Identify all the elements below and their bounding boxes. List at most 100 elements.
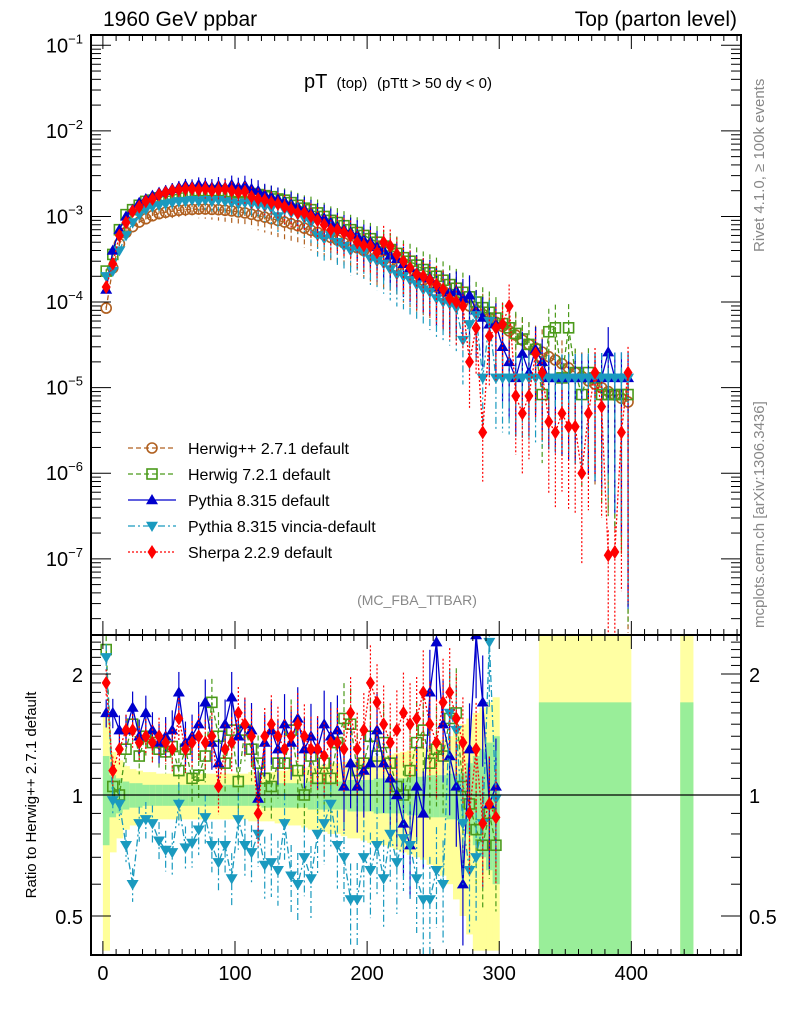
legend-marker: [146, 521, 158, 532]
tick-base: 10: [46, 292, 68, 314]
data-point: [577, 466, 587, 481]
data-point: [524, 388, 534, 403]
data-point: [240, 184, 250, 199]
data-point: [463, 289, 476, 300]
tick-exponent: −1: [68, 31, 83, 46]
ratio-data-point: [357, 853, 370, 864]
ratio-data-point: [232, 815, 245, 826]
band-inner: [102, 756, 110, 846]
ratio-data-point: [318, 819, 331, 830]
ratio-data-point: [233, 705, 243, 720]
ratio-data-point: [192, 825, 205, 836]
data-point: [106, 266, 119, 278]
ratio-data-point: [371, 841, 384, 852]
ratio-data-point: [173, 764, 185, 777]
data-point: [200, 181, 210, 196]
ratio-data-point: [337, 853, 350, 864]
ratio-data-point: [114, 742, 124, 757]
main-y-tick-label: 10−2: [46, 117, 83, 143]
ratio-data-point: [285, 871, 298, 882]
ratio-data-point: [121, 723, 131, 738]
tick-exponent: −4: [68, 288, 83, 303]
data-point: [126, 218, 139, 229]
data-point: [583, 406, 593, 421]
rivet-version-label: Rivet 4.1.0, ≥ 100k events: [751, 79, 768, 252]
ratio-data-point: [128, 723, 138, 738]
ratio-data-point: [253, 806, 263, 821]
ratio-data-point: [101, 675, 111, 690]
ratio-data-point: [126, 879, 139, 891]
ratio-data-point: [220, 742, 230, 757]
data-point: [128, 204, 138, 219]
ratio-data-point: [120, 841, 133, 852]
ratio-data-point: [199, 813, 212, 824]
series-line: [105, 190, 629, 397]
ratio-data-point: [245, 848, 258, 859]
data-point: [167, 183, 177, 198]
data-point: [141, 194, 151, 209]
ratio-data-point: [291, 879, 304, 891]
main-y-tick-label: 10−5: [46, 374, 83, 400]
ratio-data-point: [445, 685, 455, 700]
data-point: [392, 247, 402, 262]
ratio-data-point: [199, 696, 212, 707]
data-point: [484, 329, 494, 344]
header-right-title: Top (parton level): [575, 8, 737, 31]
data-point: [187, 181, 197, 196]
legend-marker: [146, 494, 158, 505]
ratio-data-point: [141, 729, 151, 744]
data-point: [542, 325, 555, 338]
ratio-data-point: [390, 858, 403, 869]
data-point: [517, 406, 527, 421]
data-point: [220, 181, 230, 196]
data-point: [425, 273, 435, 288]
ratio-data-point: [172, 799, 185, 810]
ratio-data-point: [161, 735, 171, 750]
series-4: [101, 180, 633, 635]
data-point: [101, 279, 111, 294]
ratio-data-point: [146, 819, 159, 830]
legend-entry: Pythia 8.315 vincia-default: [128, 519, 376, 536]
ratio-data-point: [207, 729, 217, 744]
ratio-data-point: [304, 874, 317, 885]
data-point: [516, 347, 529, 358]
tick-exponent: −5: [68, 374, 83, 389]
ratio-data-point: [192, 769, 205, 782]
ratio-data-point: [456, 819, 469, 830]
ratio-data-point: [430, 866, 443, 877]
ratio-data-point: [227, 735, 237, 750]
ratio-data-point: [133, 819, 146, 830]
ratio-y-tick-label-right: 1: [749, 786, 760, 808]
data-point: [154, 187, 164, 202]
data-point: [147, 191, 157, 206]
ratio-data-point: [273, 729, 283, 744]
band-inner: [373, 778, 381, 814]
ratio-data-point: [100, 653, 113, 664]
ratio-data-point: [379, 717, 389, 732]
legend: Herwig++ 2.7.1 default Herwig 7.2.1 defau…: [128, 441, 376, 562]
ratio-data-point: [332, 735, 342, 750]
data-point: [286, 202, 296, 217]
x-tick-label: 100: [218, 963, 251, 985]
data-point: [498, 317, 508, 332]
data-point: [326, 222, 336, 237]
data-point: [438, 282, 448, 297]
data-point: [161, 185, 171, 200]
data-point: [478, 425, 488, 440]
ratio-data-point: [463, 866, 476, 877]
ratio-data-point: [489, 794, 502, 805]
ratio-data-point: [410, 874, 423, 885]
ratio-data-point: [304, 730, 317, 741]
ratio-data-point: [186, 838, 199, 849]
legend-marker: [147, 545, 157, 559]
tick-exponent: −3: [68, 202, 83, 217]
data-point: [313, 213, 323, 228]
data-point: [456, 292, 469, 303]
data-point: [458, 298, 468, 313]
data-point: [339, 225, 349, 240]
ratio-data-point: [187, 735, 197, 750]
tick-base: 10: [46, 35, 68, 57]
ratio-data-point: [313, 742, 323, 757]
tick-exponent: −6: [68, 459, 83, 474]
ratio-data-point: [179, 843, 192, 854]
